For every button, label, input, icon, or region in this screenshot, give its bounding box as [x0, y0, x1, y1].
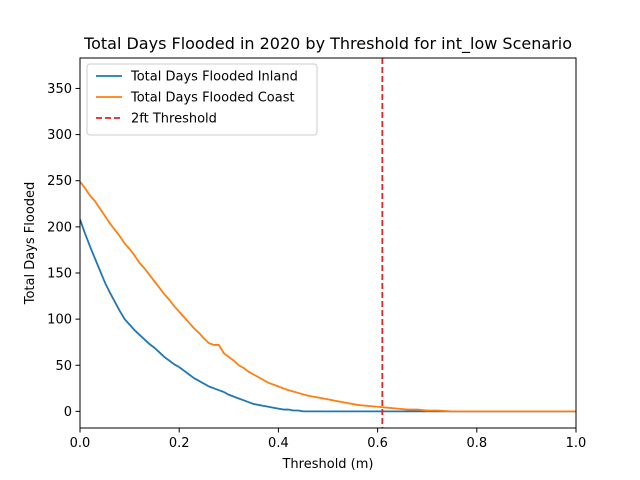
- plot-frame: [79, 57, 577, 429]
- legend-box: [86, 63, 318, 136]
- x-tick-label: 1.0: [566, 436, 587, 451]
- x-axis-label: Threshold (m): [281, 457, 373, 472]
- x-tick-label: 0.2: [169, 436, 190, 451]
- y-tick-label: 300: [47, 128, 72, 143]
- y-tick-label: 350: [47, 82, 72, 97]
- y-tick-label: 50: [55, 359, 72, 374]
- x-tick-label: 0.6: [367, 436, 388, 451]
- series-line-total-days-flooded-coast: [80, 181, 576, 413]
- x-tick-label: 0.0: [70, 436, 91, 451]
- legend-label-total-days-flooded-coast: Total Days Flooded Coast: [130, 91, 295, 106]
- chart-title: Total Days Flooded in 2020 by Threshold …: [83, 34, 572, 54]
- y-tick-label: 200: [47, 220, 72, 235]
- legend: Total Days Flooded Inland Total Days Floo…: [86, 63, 318, 136]
- y-axis: 0 50 100 150 200 250 300 350: [47, 82, 80, 420]
- legend-label-2ft-threshold: 2ft Threshold: [131, 112, 217, 127]
- y-tick-label: 150: [47, 266, 72, 281]
- series-line-total-days-flooded-inland: [80, 219, 576, 413]
- series-group: [80, 58, 576, 428]
- y-tick-label: 0: [64, 405, 72, 420]
- y-tick-label: 250: [47, 174, 72, 189]
- legend-label-total-days-flooded-inland: Total Days Flooded Inland: [130, 70, 298, 85]
- x-tick-label: 0.4: [268, 436, 289, 451]
- x-tick-label: 0.8: [466, 436, 487, 451]
- y-axis-label: Total Days Flooded: [23, 182, 38, 306]
- x-axis: 0.0 0.2 0.4 0.6 0.8 1.0: [70, 428, 587, 451]
- y-tick-label: 100: [47, 313, 72, 328]
